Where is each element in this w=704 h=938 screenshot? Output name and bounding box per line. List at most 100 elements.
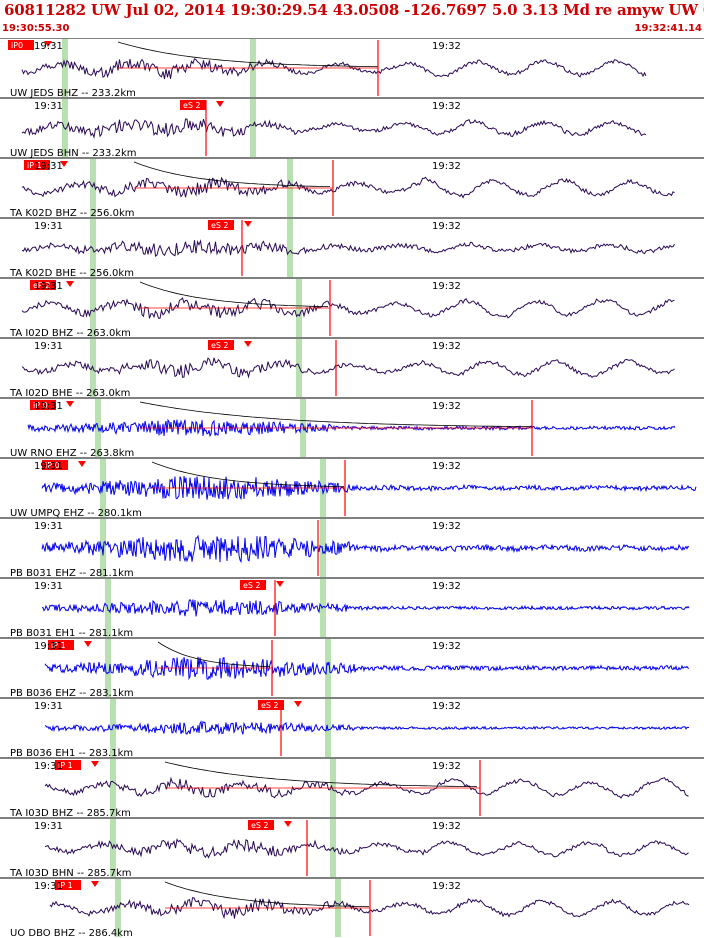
channel-label: PB B031 EHZ -- 281.1km: [10, 568, 134, 579]
waveform: [44, 838, 689, 859]
time-tick-label: 19:31: [34, 161, 63, 172]
record-header: 60811282 UW Jul 02, 2014 19:30:29.54 43.…: [0, 0, 704, 38]
pick-box[interactable]: [42, 460, 68, 470]
phase-marker: [110, 759, 116, 817]
waveform: [21, 239, 675, 257]
waveform: [44, 656, 690, 681]
pick-box[interactable]: [24, 160, 50, 170]
phase-marker: [90, 279, 96, 337]
waveform: [41, 476, 697, 501]
pick-box[interactable]: [258, 700, 284, 710]
channel-label: TA K02D BHE -- 256.0km: [9, 268, 134, 279]
trace-row: iP 119:31 19:32 TA K02D BHZ -- 256.0km: [0, 157, 704, 219]
pick-label: iP 1: [58, 881, 73, 890]
pick-box[interactable]: [180, 100, 206, 110]
pick-label: eS 2: [243, 581, 261, 590]
trace-row: eS 2 19:31 19:32 UW JEDS BHN -- 233.2km: [0, 97, 704, 159]
trace-row: eS 2 19:31 19:32 PB B036 EH1 -- 283.1km: [0, 697, 704, 759]
time-tick-label: 19:32: [432, 461, 461, 472]
pick-marker: [78, 461, 86, 467]
channel-label: TA I03D BHN -- 285.7km: [9, 868, 132, 879]
channel-label: PB B031 EH1 -- 281.1km: [10, 628, 133, 639]
waveform: [21, 58, 647, 80]
phase-marker: [62, 39, 68, 97]
pick-box[interactable]: [248, 820, 274, 830]
coda-curve: [139, 401, 532, 428]
pick-label: iP0: [11, 41, 23, 50]
time-tick-label: 19:32: [432, 41, 461, 52]
coda-curve: [133, 161, 330, 188]
pick-marker: [44, 41, 52, 47]
time-tick-label: 19:32: [432, 881, 461, 892]
pick-box[interactable]: [55, 880, 81, 890]
phase-marker: [320, 519, 326, 577]
pick-marker: [84, 641, 92, 647]
pick-marker: [66, 401, 74, 407]
coda-curve: [151, 461, 345, 488]
pick-box[interactable]: [208, 340, 234, 350]
waveform: [21, 357, 675, 379]
coda-curve: [157, 641, 271, 667]
waveform: [21, 176, 675, 199]
pick-box[interactable]: [55, 760, 81, 770]
pick-marker: [91, 761, 99, 767]
pick-box[interactable]: [30, 400, 56, 410]
trace-row: iP 019:31 19:32 UW RNO EHZ -- 263.8km: [0, 397, 704, 459]
pick-label: eS 2: [261, 701, 279, 710]
pick-box[interactable]: [8, 40, 34, 50]
time-tick-label: 19:31: [34, 221, 63, 232]
channel-label: PB B036 EH1 -- 283.1km: [10, 748, 133, 759]
pick-label: eS 2: [211, 341, 229, 350]
coda-curve: [164, 761, 478, 788]
time-tick-label: 19:32: [432, 281, 461, 292]
trace-row: iP 119:31 19:32 UO DBO BHZ -- 286.4km: [0, 877, 704, 938]
pick-label: iP 0: [33, 401, 48, 410]
time-tick-label: 19:32: [432, 521, 461, 532]
waveform: [44, 776, 689, 799]
pick-box[interactable]: [208, 220, 234, 230]
pick-marker: [216, 101, 224, 107]
coda-curve: [164, 881, 370, 908]
pick-marker: [66, 281, 74, 287]
pick-label: iP 1: [27, 161, 42, 170]
pick-marker: [91, 881, 99, 887]
time-tick-label: 19:31: [34, 401, 63, 412]
channel-label: UW JEDS BHN -- 233.2km: [10, 148, 136, 159]
time-tick-label: 19:31: [34, 521, 63, 532]
pick-box[interactable]: [48, 640, 74, 650]
window-end-time: 19:32:41.14: [634, 23, 702, 34]
time-tick-label: 19:31: [34, 881, 63, 892]
pick-box[interactable]: [30, 280, 56, 290]
time-tick-label: 19:32: [432, 821, 461, 832]
phase-marker: [115, 879, 121, 937]
channel-label: TA I03D BHZ -- 285.7km: [9, 808, 131, 819]
pick-label: eS 2: [183, 101, 201, 110]
time-tick-label: 19:31: [34, 341, 63, 352]
trace-row: eP 219:31 19:32 TA I02D BHZ -- 263.0km: [0, 277, 704, 339]
trace-row: iP 019:31 19:32 UW UMPQ EHZ -- 280.1km: [0, 457, 704, 519]
channel-label: UW JEDS BHZ -- 233.2km: [10, 88, 136, 99]
time-tick-label: 19:31: [34, 641, 63, 652]
pick-marker: [60, 161, 68, 167]
pick-marker: [244, 341, 252, 347]
waveform: [21, 297, 675, 319]
waveform: [42, 598, 690, 617]
pick-marker: [244, 221, 252, 227]
channel-label: TA I02D BHE -- 263.0km: [9, 388, 130, 399]
pick-box[interactable]: [240, 580, 266, 590]
time-tick-label: 19:32: [432, 101, 461, 112]
time-tick-label: 19:32: [432, 341, 461, 352]
time-tick-label: 19:31: [34, 701, 63, 712]
pick-marker: [294, 701, 302, 707]
time-tick-label: 19:31: [34, 41, 63, 52]
time-tick-label: 19:31: [34, 101, 63, 112]
phase-marker: [287, 219, 293, 277]
time-tick-label: 19:31: [34, 281, 63, 292]
channel-label: TA I02D BHZ -- 263.0km: [9, 328, 131, 339]
time-tick-label: 19:32: [432, 221, 461, 232]
time-tick-label: 19:32: [432, 701, 461, 712]
pick-marker: [276, 581, 284, 587]
time-tick-label: 19:32: [432, 641, 461, 652]
time-tick-label: 19:32: [432, 401, 461, 412]
time-tick-label: 19:31: [34, 461, 63, 472]
